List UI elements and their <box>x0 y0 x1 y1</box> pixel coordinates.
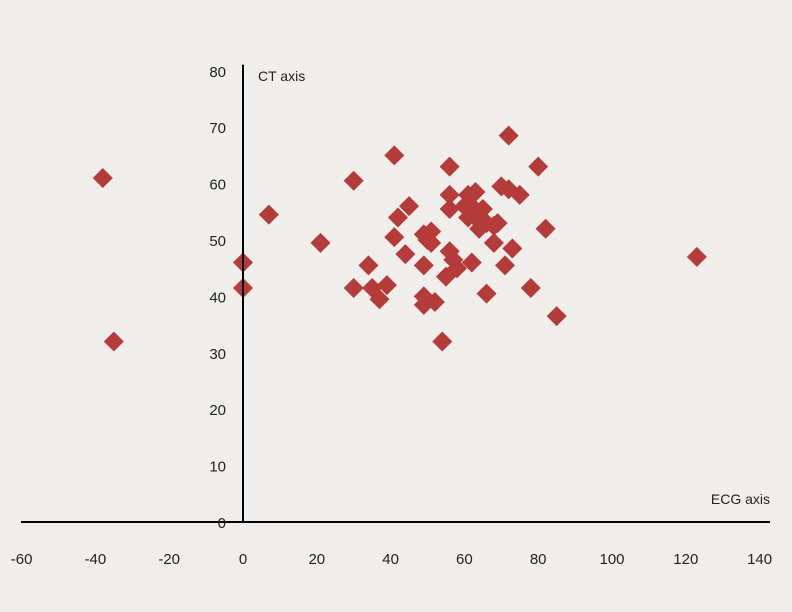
y-tick-labels: 0 10 20 30 40 50 60 70 80 <box>209 64 226 532</box>
y-tick-label: 70 <box>209 120 226 137</box>
x-tick-label: 60 <box>456 551 473 568</box>
scatter-point <box>528 156 549 177</box>
y-tick-label: 20 <box>209 402 226 419</box>
scatter-point <box>520 277 541 298</box>
scatter-point <box>483 232 504 253</box>
x-tick-label: 40 <box>382 551 399 568</box>
x-tick-labels: -60 -40 -20 0 20 40 60 80 100 120 140 <box>11 551 772 568</box>
scatter-point <box>395 244 416 265</box>
x-tick-label: 80 <box>530 551 547 568</box>
x-tick-label: 120 <box>673 551 698 568</box>
scatter-point <box>447 258 468 279</box>
x-tick-label: -60 <box>11 551 33 568</box>
y-tick-label: 30 <box>209 346 226 363</box>
scatter-point <box>476 283 497 304</box>
scatter-point <box>465 182 486 203</box>
scatter-point <box>546 306 567 327</box>
scatter-point <box>494 255 515 276</box>
x-tick-label: 100 <box>599 551 624 568</box>
scatter-point <box>421 232 442 253</box>
scatter-point <box>399 196 420 217</box>
y-tick-label: 50 <box>209 233 226 250</box>
x-axis-title: ECG axis <box>711 491 770 507</box>
scatter-point <box>439 184 460 205</box>
scatter-point <box>509 184 530 205</box>
x-tick-label: 140 <box>747 551 772 568</box>
scatter-point <box>258 204 279 225</box>
scatter-points <box>92 125 707 352</box>
scatter-point <box>472 198 493 219</box>
x-tick-label: -20 <box>158 551 180 568</box>
y-tick-label: 40 <box>209 289 226 306</box>
scatter-point <box>103 331 124 352</box>
scatter-point <box>502 238 523 259</box>
scatter-point <box>487 213 508 234</box>
scatter-point <box>421 221 442 242</box>
scatter-point <box>387 207 408 228</box>
scatter-point <box>432 331 453 352</box>
y-tick-label: 10 <box>209 459 226 476</box>
x-tick-label: 0 <box>239 551 247 568</box>
scatter-point <box>384 145 405 166</box>
scatter-point <box>343 277 364 298</box>
y-tick-label: 60 <box>209 177 226 194</box>
scatter-point <box>686 246 707 267</box>
scatter-point <box>498 125 519 146</box>
scatter-point <box>535 218 556 239</box>
scatter-point <box>439 198 460 219</box>
x-tick-label: 20 <box>308 551 325 568</box>
scatter-point <box>369 289 390 310</box>
scatter-point <box>310 232 331 253</box>
scatter-point <box>413 255 434 276</box>
scatter-point <box>343 170 364 191</box>
y-tick-label: 80 <box>209 64 226 81</box>
scatter-point <box>376 275 397 296</box>
scatter-point <box>461 252 482 273</box>
scatter-point <box>439 156 460 177</box>
y-tick-label: 0 <box>218 515 226 532</box>
scatter-point <box>358 255 379 276</box>
scatter-point <box>384 227 405 248</box>
y-axis-title: CT axis <box>258 68 305 84</box>
scatter-point <box>424 292 445 313</box>
x-tick-label: -40 <box>85 551 107 568</box>
scatter-point <box>92 167 113 188</box>
